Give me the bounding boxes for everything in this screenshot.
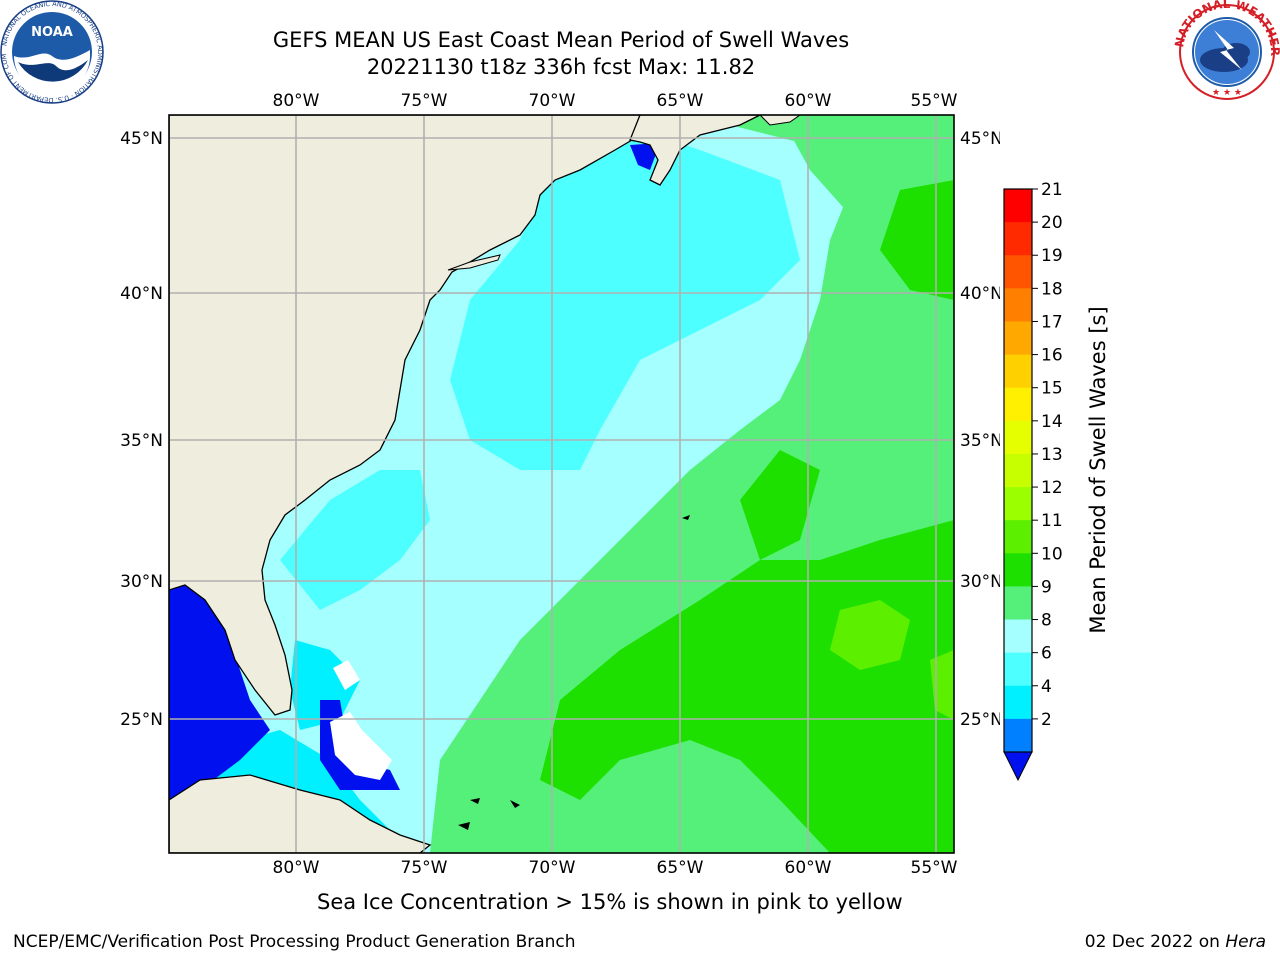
- colorbar-cell: [1004, 420, 1032, 455]
- colorbar-cell: [1004, 685, 1032, 720]
- contour-10-11s: [540, 520, 954, 853]
- colorbar-tick-label: 18: [1041, 279, 1063, 299]
- colorbar-tick-label: 16: [1041, 346, 1063, 366]
- land-cuba: [169, 774, 432, 853]
- lat-label-left: 45°N: [120, 129, 163, 149]
- lon-label-top: 60°W: [785, 91, 832, 111]
- lon-label-top: 75°W: [401, 91, 448, 111]
- lat-label-right: 30°N: [960, 572, 1000, 592]
- colorbar-cell: [1004, 387, 1032, 422]
- lat-label-right: 35°N: [960, 431, 1000, 451]
- colorbar-tick-label: 2: [1041, 710, 1052, 730]
- graticule: [169, 115, 954, 853]
- lon-label-bottom: 70°W: [529, 858, 576, 878]
- footer-host: Hera: [1225, 932, 1266, 952]
- lon-label-top: 65°W: [657, 91, 704, 111]
- colorbar-cell: [1004, 619, 1032, 654]
- colorbar-tick-label: 19: [1041, 246, 1063, 266]
- colorbar-cell: [1004, 553, 1032, 587]
- colorbar-cell: [1004, 718, 1032, 753]
- title-line-1: GEFS MEAN US East Coast Mean Period of S…: [272, 28, 850, 52]
- gulf-low-period: [169, 585, 270, 800]
- colorbar-cell: [1004, 321, 1032, 356]
- colorbar-cell: [1004, 487, 1032, 521]
- footer-date-text: 02 Dec 2022 on: [1084, 932, 1226, 952]
- lat-label-left: 40°N: [120, 284, 163, 304]
- colorbar-cell: [1004, 288, 1032, 322]
- lat-label-left: 30°N: [120, 572, 163, 592]
- colorbar-cell: [1004, 255, 1032, 289]
- sea-ice-caption: Sea Ice Concentration > 15% is shown in …: [317, 890, 903, 914]
- colorbar: 21 20 19 18 17 16 15 14 13 12 11 10 9 8 6 4 2: [1003, 180, 1063, 782]
- colorbar-tick-label: 17: [1041, 312, 1063, 332]
- colorbar-cell: [1004, 453, 1032, 488]
- lon-label-top: 80°W: [273, 91, 320, 111]
- colorbar-under-arrow: [1003, 751, 1033, 782]
- lat-label-right: 45°N: [960, 129, 1000, 149]
- lon-label-top: 70°W: [529, 91, 576, 111]
- colorbar-cell: [1004, 189, 1032, 223]
- colorbar-cells: [1004, 189, 1032, 753]
- lon-label-bottom: 65°W: [657, 858, 704, 878]
- colorbar-tick-label: 21: [1041, 180, 1063, 200]
- bahamas-area: [330, 712, 392, 780]
- lon-label-bottom: 75°W: [401, 858, 448, 878]
- chart-title: GEFS MEAN US East Coast Mean Period of S…: [0, 27, 1122, 81]
- lat-label-right: 40°N: [960, 284, 1000, 304]
- colorbar-tick-label: 4: [1041, 677, 1052, 697]
- lon-label-bottom: 80°W: [273, 858, 320, 878]
- colorbar-tick-label: 9: [1041, 577, 1052, 597]
- lon-label-top: 55°W: [911, 91, 958, 111]
- lon-label-bottom: 60°W: [785, 858, 832, 878]
- colorbar-tick-label: 14: [1041, 412, 1063, 432]
- lat-label-left: 35°N: [120, 431, 163, 451]
- lat-label-right: 25°N: [960, 710, 1000, 730]
- map-panel: 80°W 75°W 70°W 65°W 60°W 55°W 80°W 75°W …: [120, 91, 1000, 878]
- footer-date: 02 Dec 2022 on Hera: [1085, 932, 1266, 952]
- svg-text:★ ★ ★: ★ ★ ★: [1212, 88, 1242, 98]
- contour-6-7s: [290, 640, 360, 730]
- colorbar-tick-label: 20: [1041, 213, 1063, 233]
- nws-logo: NATIONAL WEATHER SERVICE ★ ★ ★: [1174, 0, 1280, 100]
- noaa-logo-text: NOAA: [31, 25, 73, 40]
- colorbar-tick-label: 12: [1041, 478, 1063, 498]
- colorbar-cell: [1004, 222, 1032, 256]
- noaa-logo: NOAA NATIONAL OCEANIC AND ATMOSPHERIC AD…: [0, 0, 104, 104]
- contour-11-12s: [830, 600, 910, 670]
- footer-credit: NCEP/EMC/Verification Post Processing Pr…: [13, 932, 576, 952]
- colorbar-cell: [1004, 586, 1032, 621]
- map-frame: [168, 114, 955, 854]
- map-field: [169, 115, 954, 853]
- contour-7-8s: [450, 130, 800, 470]
- lon-label-bottom: 55°W: [911, 858, 958, 878]
- colorbar-cell: [1004, 520, 1032, 554]
- colorbar-tick-label: 15: [1041, 379, 1063, 399]
- title-line-2: 20221130 t18z 336h fcst Max: 11.82: [366, 55, 756, 79]
- colorbar-cell: [1004, 652, 1032, 687]
- colorbar-cell: [1004, 354, 1032, 389]
- colorbar-tick-label: 8: [1041, 611, 1052, 631]
- colorbar-title: Mean Period of Swell Waves [s]: [1086, 306, 1110, 634]
- colorbar-tick-label: 13: [1041, 445, 1063, 465]
- colorbar-tick-label: 11: [1041, 511, 1063, 531]
- colorbar-ticks: 21 20 19 18 17 16 15 14 13 12 11 10 9 8 6 4 2: [1032, 180, 1063, 730]
- lat-label-left: 25°N: [120, 710, 163, 730]
- land-us: [169, 115, 641, 716]
- colorbar-tick-label: 6: [1041, 644, 1052, 664]
- colorbar-frame: [1003, 188, 1033, 753]
- colorbar-tick-label: 10: [1041, 544, 1063, 564]
- land-canada: [629, 115, 761, 186]
